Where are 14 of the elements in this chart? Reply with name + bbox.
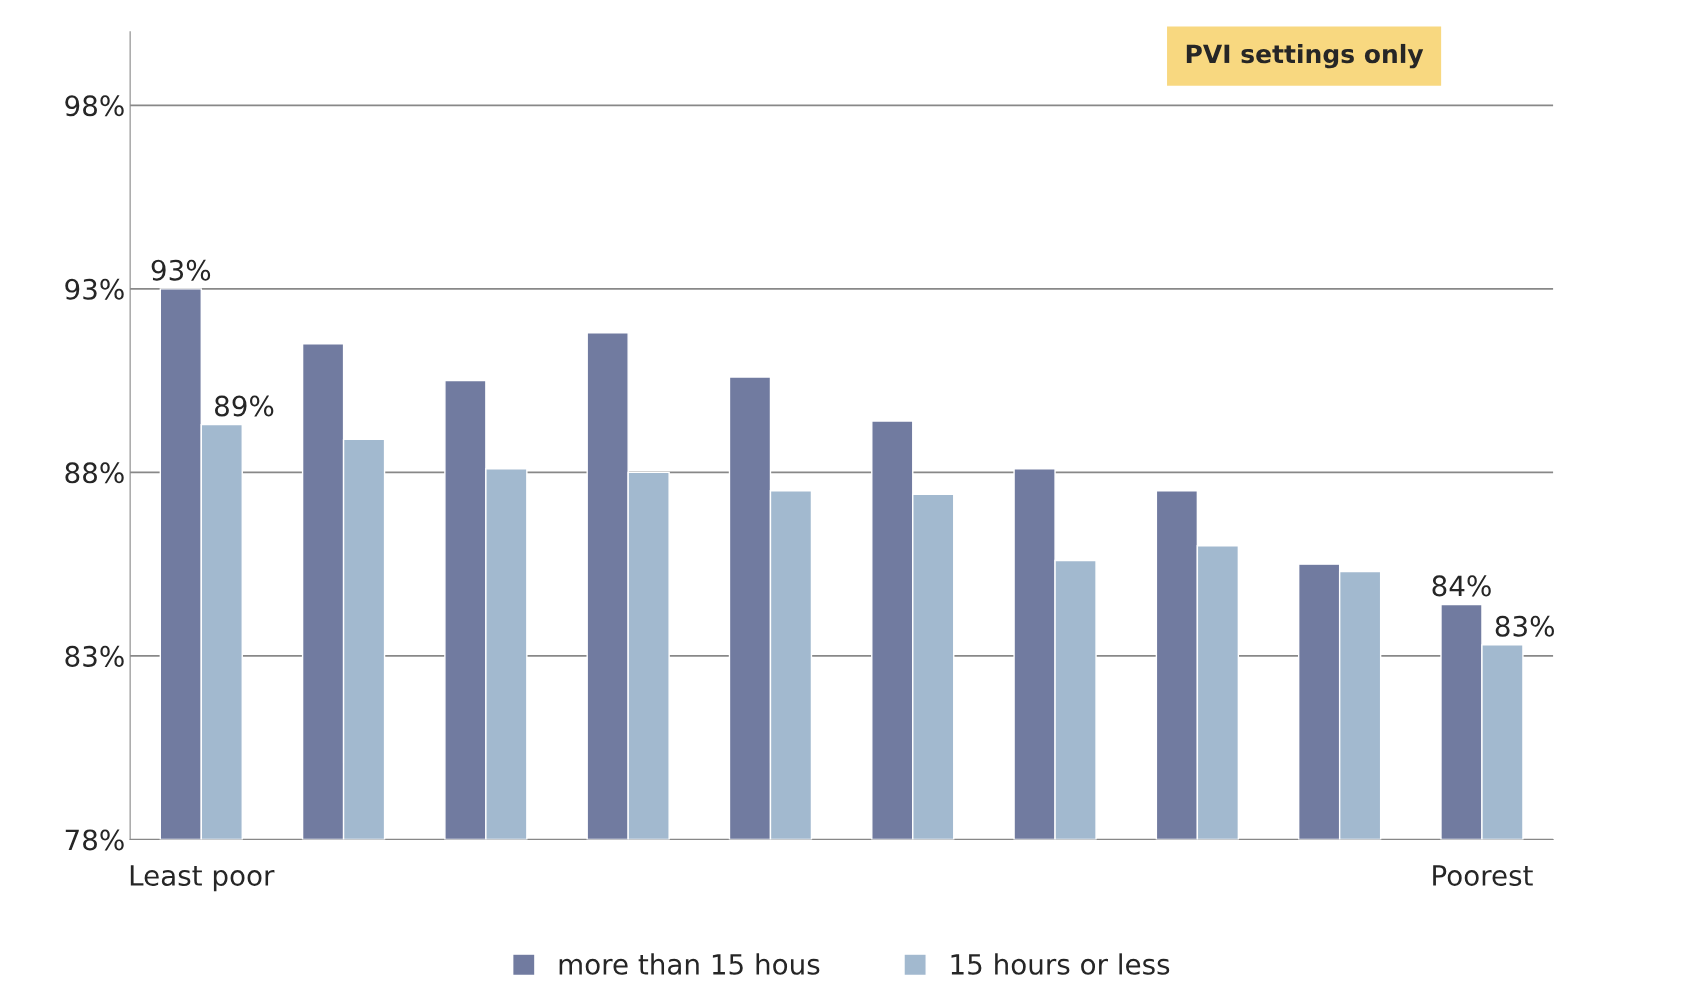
- y-tick-label: 93%: [65, 278, 124, 300]
- data-label: 84%: [1432, 575, 1491, 597]
- y-tick-label: 88%: [65, 462, 124, 484]
- legend-label: more than 15 hous: [559, 953, 820, 975]
- y-tick-label: 83%: [65, 645, 124, 667]
- data-label: 93%: [151, 259, 211, 281]
- x-tick-label: Poorest: [1433, 865, 1533, 886]
- data-label: 83%: [1495, 615, 1555, 637]
- legend-label: 15 hours or less: [951, 953, 1170, 975]
- y-tick-label: 98%: [65, 95, 124, 117]
- data-label: 89%: [215, 395, 274, 417]
- annotation: PVI settings only: [1186, 43, 1424, 69]
- x-tick-label: Least poor: [130, 865, 275, 892]
- y-tick-label: 78%: [65, 829, 124, 851]
